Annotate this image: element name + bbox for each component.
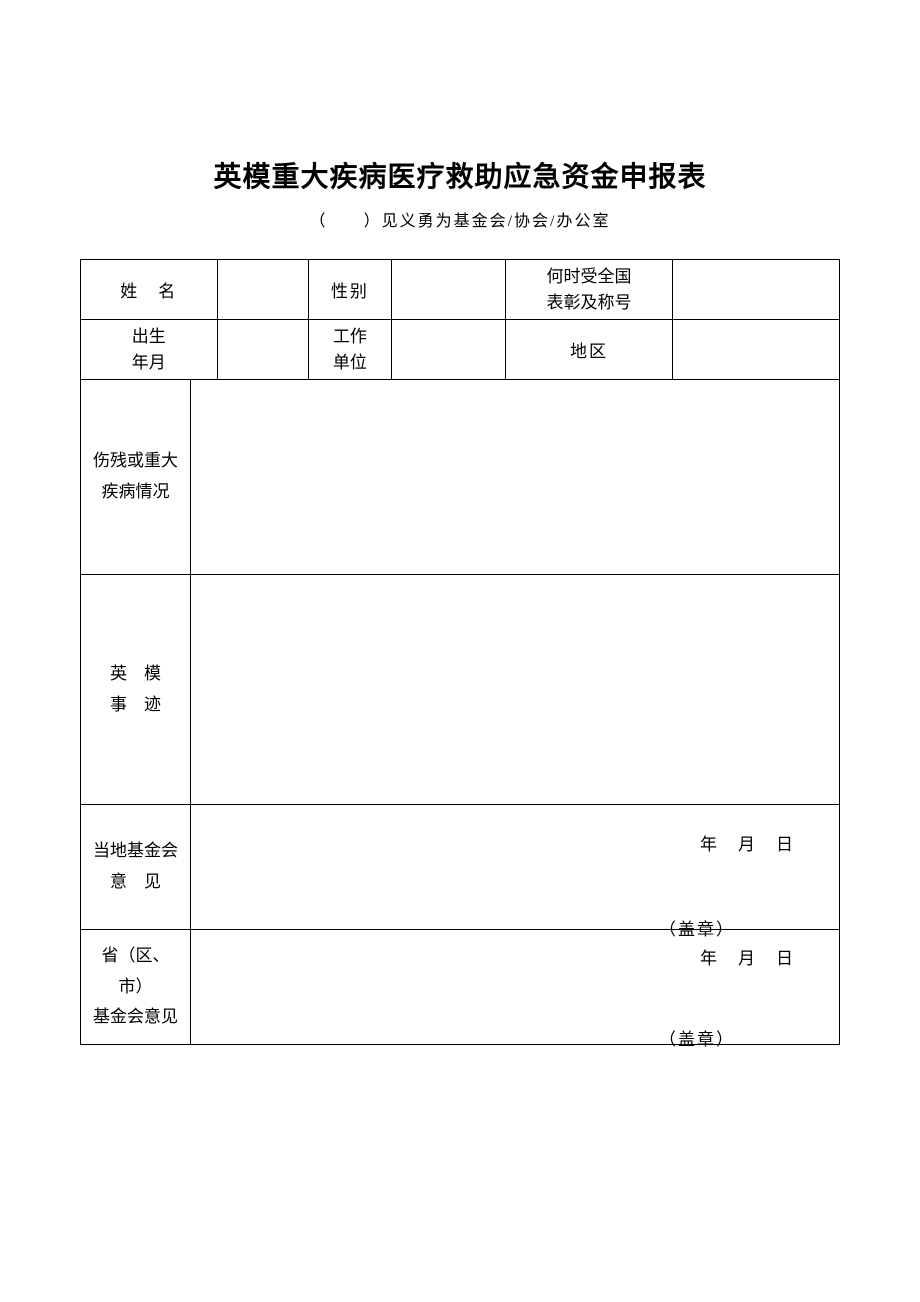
province-stamp-text: （盖章） — [659, 1025, 735, 1050]
local-opinion-label-line2: 意 见 — [110, 872, 161, 891]
subtitle-suffix: ）见义勇为基金会/协会/办公室 — [364, 213, 611, 230]
subtitle-blank — [328, 213, 364, 230]
disability-value — [191, 380, 840, 575]
deeds-label-line1: 英 模 — [110, 664, 161, 683]
local-opinion-label: 当地基金会 意 见 — [81, 805, 191, 930]
name-value — [217, 260, 308, 320]
birth-label-line1: 出生 — [132, 327, 166, 346]
birth-label-line2: 年月 — [132, 353, 166, 372]
table-row-deeds: 英 模 事 迹 — [81, 575, 840, 805]
recognition-value — [672, 260, 839, 320]
province-opinion-label: 省（区、市） 基金会意见 — [81, 930, 191, 1045]
birth-value — [217, 320, 308, 380]
local-opinion-content-cell: （盖章） 年 月 日 — [191, 805, 840, 930]
region-label: 地区 — [506, 320, 673, 380]
birth-label: 出生 年月 — [81, 320, 218, 380]
province-opinion-label-line1: 省（区、市） — [102, 946, 170, 996]
document-container: 英模重大疾病医疗救助应急资金申报表 （ ）见义勇为基金会/协会/办公室 姓 名 … — [80, 155, 840, 1045]
recognition-label-line1: 何时受全国 — [547, 267, 632, 286]
name-label: 姓 名 — [81, 260, 218, 320]
region-value — [672, 320, 839, 380]
province-opinion-label-line2: 基金会意见 — [93, 1007, 178, 1026]
table-row-birth: 出生 年月 工作 单位 地区 — [81, 320, 840, 380]
page-subtitle: （ ）见义勇为基金会/协会/办公室 — [80, 207, 840, 231]
page-title: 英模重大疾病医疗救助应急资金申报表 — [80, 155, 840, 195]
local-stamp-text: （盖章） — [659, 915, 735, 940]
table-row-disability: 伤残或重大 疾病情况 — [81, 380, 840, 575]
workunit-label: 工作 单位 — [308, 320, 391, 380]
gender-value — [392, 260, 506, 320]
disability-label-line2: 疾病情况 — [102, 482, 170, 501]
deeds-label: 英 模 事 迹 — [81, 575, 191, 805]
province-opinion-content-cell: （盖章） 年 月 日 — [191, 930, 840, 1045]
workunit-label-line2: 单位 — [333, 353, 367, 372]
table-row-name: 姓 名 性别 何时受全国 表彰及称号 — [81, 260, 840, 320]
local-opinion-label-line1: 当地基金会 — [93, 841, 178, 860]
disability-label-line1: 伤残或重大 — [93, 451, 178, 470]
recognition-label-line2: 表彰及称号 — [547, 293, 632, 312]
disability-label: 伤残或重大 疾病情况 — [81, 380, 191, 575]
deeds-value — [191, 575, 840, 805]
subtitle-prefix: （ — [310, 213, 328, 230]
deeds-label-line2: 事 迹 — [110, 695, 161, 714]
workunit-value — [392, 320, 506, 380]
workunit-label-line1: 工作 — [333, 327, 367, 346]
recognition-label: 何时受全国 表彰及称号 — [506, 260, 673, 320]
local-date-text: 年 月 日 — [700, 830, 795, 855]
table-row-local-opinion: 当地基金会 意 见 （盖章） 年 月 日 — [81, 805, 840, 930]
table-row-province-opinion: 省（区、市） 基金会意见 （盖章） 年 月 日 — [81, 930, 840, 1045]
gender-label: 性别 — [308, 260, 391, 320]
province-date-text: 年 月 日 — [700, 944, 795, 969]
application-form-table: 姓 名 性别 何时受全国 表彰及称号 出生 年月 工作 单位 地区 — [80, 259, 840, 1045]
